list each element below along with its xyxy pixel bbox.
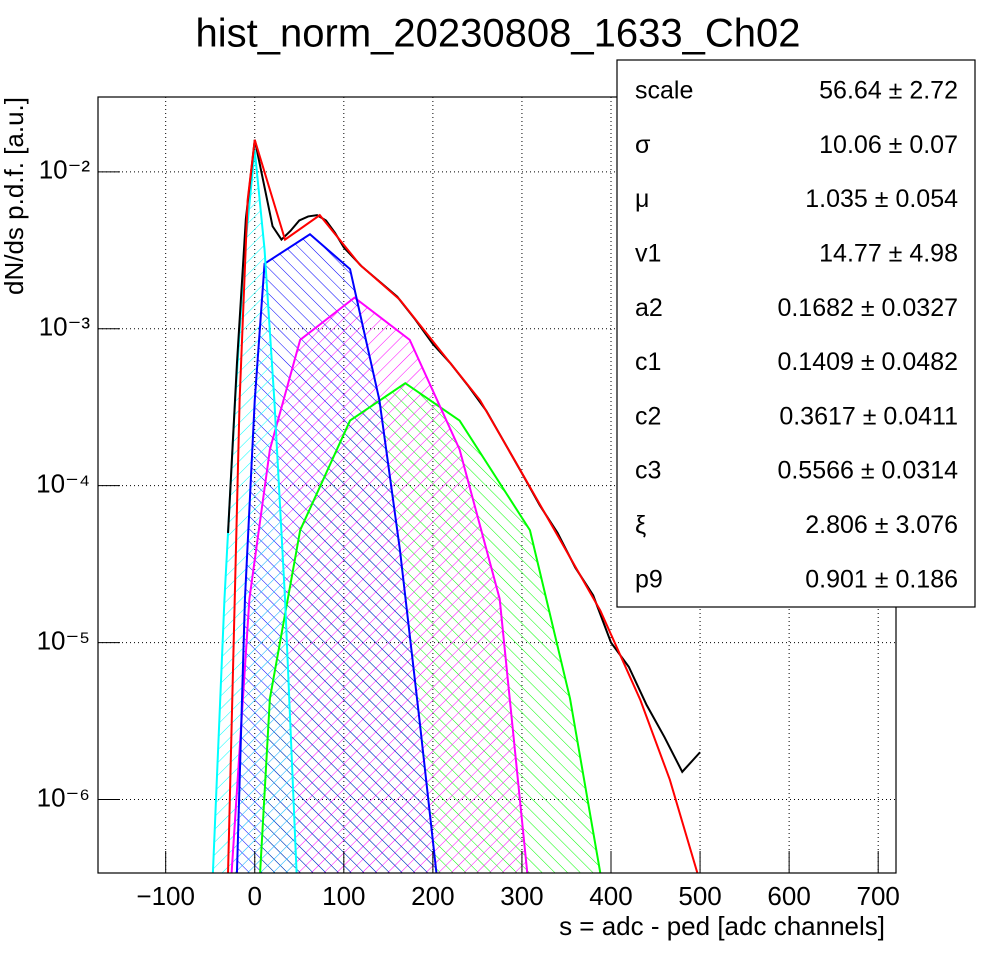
x-tick-label: 200 bbox=[411, 881, 454, 911]
plot-area bbox=[211, 139, 878, 873]
stat-name: c2 bbox=[635, 402, 661, 430]
axes: −100 0 100 200 300 400 500 600 700 10⁻⁶ 10⁻⁵ 10⁻⁴ 10… bbox=[36, 155, 900, 911]
y-tick-label: 10⁻⁵ bbox=[37, 625, 90, 655]
component-curve bbox=[211, 149, 298, 873]
hatch-fill bbox=[212, 149, 297, 873]
y-tick-label: 10⁻⁶ bbox=[37, 782, 90, 812]
stat-value: 0.5566 ± 0.0314 bbox=[777, 457, 958, 485]
stat-value: 10.06 ± 0.07 bbox=[819, 131, 958, 159]
stats-box: scale 56.64 ± 2.72 σ 10.06 ± 0.07 μ 1.035 ± 0… bbox=[616, 59, 976, 608]
y-tick-label: 10⁻² bbox=[39, 155, 91, 185]
y-tick-label: 10⁻⁴ bbox=[36, 469, 90, 499]
y-tick-label: 10⁻³ bbox=[39, 312, 91, 342]
x-tick-label: 700 bbox=[856, 881, 899, 911]
stat-value: 56.64 ± 2.72 bbox=[819, 77, 958, 105]
x-tick-label: 400 bbox=[589, 881, 632, 911]
stat-value: 0.901 ± 0.186 bbox=[805, 565, 958, 593]
stat-name: p9 bbox=[635, 565, 663, 593]
stat-name: scale bbox=[635, 77, 693, 105]
component-curve bbox=[230, 296, 529, 873]
x-axis-label: s = adc - ped [adc channels] bbox=[559, 911, 885, 941]
component-curve bbox=[235, 233, 438, 873]
stat-name: v1 bbox=[635, 240, 661, 268]
x-tick-label: 500 bbox=[678, 881, 721, 911]
data-curve bbox=[227, 139, 699, 873]
component-curve bbox=[259, 381, 602, 873]
stat-name: c1 bbox=[635, 348, 661, 376]
stat-name: a2 bbox=[635, 294, 663, 322]
x-tick-label: −100 bbox=[136, 881, 195, 911]
x-tick-label: 0 bbox=[248, 881, 262, 911]
stat-name: c3 bbox=[635, 457, 661, 485]
stat-value: 2.806 ± 3.076 bbox=[805, 511, 958, 539]
x-tick-label: 100 bbox=[322, 881, 365, 911]
stat-value: 14.77 ± 4.98 bbox=[819, 240, 958, 268]
stat-name: μ bbox=[635, 185, 649, 213]
y-axis-label: dN/ds p.d.f. [a.u.] bbox=[0, 97, 29, 295]
stat-name: ξ bbox=[635, 511, 646, 539]
stats-frame bbox=[616, 59, 976, 608]
stat-value: 0.1409 ± 0.0482 bbox=[777, 348, 958, 376]
stat-name: σ bbox=[635, 131, 651, 159]
stat-value: 0.3617 ± 0.0411 bbox=[779, 402, 958, 430]
stat-value: 0.1682 ± 0.0327 bbox=[777, 294, 958, 322]
chart-title: hist_norm_20230808_1633_Ch02 bbox=[196, 12, 801, 56]
x-tick-label: 300 bbox=[500, 881, 543, 911]
x-tick-label: 600 bbox=[767, 881, 810, 911]
stat-value: 1.035 ± 0.054 bbox=[805, 185, 958, 213]
